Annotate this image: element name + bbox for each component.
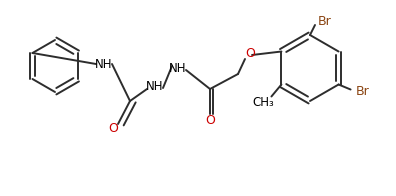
Text: NH: NH: [95, 57, 113, 71]
Text: NH: NH: [146, 80, 164, 93]
Text: Br: Br: [318, 15, 332, 27]
Text: O: O: [108, 122, 118, 134]
Text: NH: NH: [169, 62, 187, 74]
Text: Br: Br: [356, 85, 369, 98]
Text: CH₃: CH₃: [253, 96, 274, 109]
Text: O: O: [245, 46, 255, 60]
Text: O: O: [205, 113, 215, 126]
